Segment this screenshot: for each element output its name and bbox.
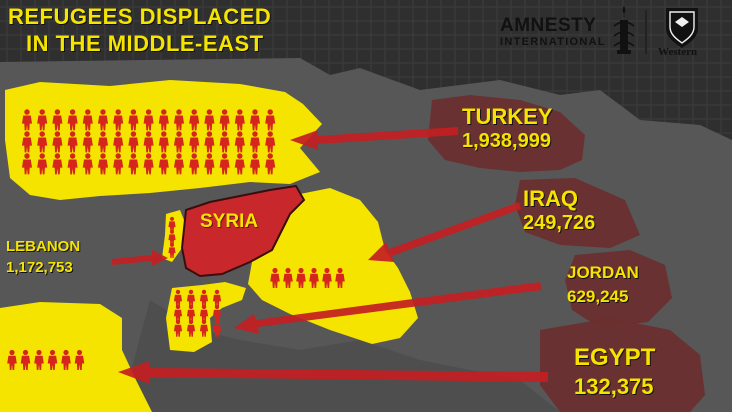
arrow-to-iraq <box>368 202 521 262</box>
label-iraq: IRAQ 249,726 <box>523 186 595 235</box>
arrow-to-lebanon <box>112 250 168 266</box>
region-jordan-faded <box>565 250 672 328</box>
amnesty-logo: AMNESTY INTERNATIONAL <box>500 16 606 48</box>
region-egypt-faded <box>540 318 705 412</box>
label-iraq-value: 249,726 <box>523 212 596 234</box>
amnesty-logo-line-2: INTERNATIONAL <box>500 36 606 48</box>
land-mass-south <box>120 300 560 412</box>
region-iraq-faded <box>515 178 640 248</box>
label-egypt-name: EGYPT <box>574 344 656 371</box>
label-turkey-name: TURKEY <box>462 104 553 129</box>
figures-lebanon <box>168 216 176 258</box>
arrow-to-jordan <box>234 282 542 334</box>
label-jordan-name: JORDAN <box>567 263 639 282</box>
label-lebanon-value: 1,172,753 <box>6 259 73 276</box>
candle-barbed-wire-icon <box>613 6 635 54</box>
label-jordan-value: 629,245 <box>567 287 629 306</box>
label-iraq-name: IRAQ <box>523 186 578 211</box>
title-line-1: REFUGEES DISPLACED <box>8 4 272 29</box>
label-turkey-value: 1,938,999 <box>462 130 551 152</box>
amnesty-logo-line-1: AMNESTY <box>500 15 597 36</box>
label-egypt: EGYPT 132,375 <box>574 344 655 400</box>
arrow-to-egypt <box>118 361 548 384</box>
western-logo-text: Western <box>658 46 698 58</box>
arrow-to-turkey <box>290 127 458 150</box>
crest-shield-icon <box>666 8 698 48</box>
logo-divider <box>645 10 647 54</box>
label-lebanon: LEBANON 1,172,753 <box>6 238 80 276</box>
label-turkey: TURKEY 1,938,999 <box>462 104 552 153</box>
migration-arrows <box>112 127 548 384</box>
label-lebanon-name: LEBANON <box>6 238 81 255</box>
label-jordan: JORDAN 629,245 <box>567 263 639 307</box>
syria-label: SYRIA <box>200 211 259 232</box>
region-turkey-faded <box>428 95 585 172</box>
label-egypt-value: 132,375 <box>574 374 654 399</box>
figures-turkey <box>21 109 276 175</box>
title-line-2: IN THE MIDDLE-EAST <box>26 31 264 56</box>
country-syria <box>180 184 306 278</box>
